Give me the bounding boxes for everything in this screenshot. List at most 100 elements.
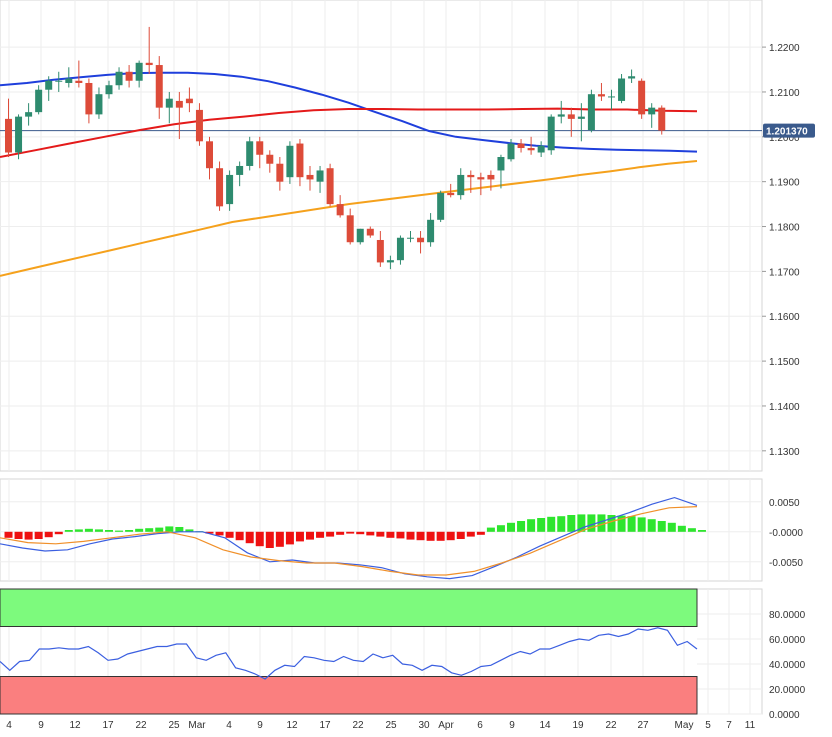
macd-histogram-bar: [637, 517, 646, 532]
candle-body: [85, 82, 93, 115]
macd-histogram-bar: [507, 522, 515, 532]
x-tick-label: 17: [102, 720, 114, 731]
macd-histogram-bar: [175, 527, 184, 532]
macd-histogram-bar: [677, 525, 686, 532]
macd-histogram-bar: [607, 515, 616, 532]
candle: [165, 91, 173, 124]
candle-body: [517, 143, 525, 149]
candle-body: [165, 98, 173, 108]
candle: [155, 56, 163, 119]
macd-histogram-bar: [135, 528, 144, 532]
candle: [537, 141, 545, 157]
macd-histogram-bar: [225, 531, 234, 538]
x-tick-label: 5: [705, 720, 711, 731]
macd-histogram-bar: [617, 515, 626, 532]
y-tick-label: 1.1300: [769, 447, 800, 458]
candle-body: [316, 170, 324, 182]
x-tick-label: 22: [605, 720, 617, 731]
y-tick-label: 0.0050: [769, 498, 800, 509]
macd-histogram-bar: [446, 531, 455, 541]
x-tick-label: 14: [539, 720, 551, 731]
candle-body: [155, 65, 163, 108]
candle-body: [75, 80, 83, 83]
candle-body: [507, 143, 515, 160]
y-tick-label: 1.1900: [769, 178, 800, 189]
candle: [195, 103, 203, 146]
candle: [246, 136, 254, 171]
macd-histogram-bar: [74, 529, 83, 532]
candle-body: [195, 109, 203, 142]
candle: [477, 172, 485, 196]
candle-body: [618, 78, 626, 101]
y-tick-label: 1.1600: [769, 312, 800, 323]
candle-body: [105, 85, 113, 95]
candle: [427, 213, 435, 247]
candle: [306, 165, 314, 191]
macd-histogram-bar: [537, 518, 546, 532]
x-tick-label: 9: [509, 720, 515, 731]
candle: [15, 114, 23, 160]
macd-histogram-bar: [346, 531, 355, 534]
candle: [547, 114, 555, 155]
candle-body: [417, 237, 425, 243]
candle-body: [527, 148, 535, 151]
candle: [407, 231, 414, 243]
candle: [366, 226, 374, 238]
candle-body: [5, 118, 12, 153]
candle-body: [336, 204, 344, 216]
candle-body: [628, 76, 636, 79]
x-tick-label: 11: [745, 720, 756, 731]
candle: [75, 60, 83, 88]
y-tick-label: -0.0050: [769, 558, 803, 569]
candle-body: [356, 228, 364, 243]
candle-body: [115, 71, 123, 86]
candle: [175, 91, 183, 140]
candle: [316, 165, 324, 193]
candle: [417, 231, 425, 254]
candle: [35, 85, 43, 115]
macd-histogram-bar: [687, 528, 696, 532]
rsi-indicator: [0, 588, 698, 715]
candlesticks: [5, 26, 666, 270]
candle-body: [266, 154, 274, 164]
last-price-tag-bg: [763, 123, 815, 138]
macd-histogram-bar: [185, 529, 194, 532]
candle-body: [25, 112, 33, 117]
axes: 4 9 12 17 22 25 Mar 4 9 12 17 22 25 30 Apr 6 9 14 19 22 27 Ma…: [6, 43, 805, 731]
macd-histogram-bar: [155, 527, 164, 532]
candle: [608, 89, 615, 110]
candle-body: [216, 168, 224, 207]
candle: [346, 208, 354, 245]
macd-histogram-bar: [587, 514, 596, 532]
candle: [266, 150, 274, 173]
rsi-oversold-zone: [0, 676, 698, 715]
macd-histogram-bar: [557, 516, 566, 532]
macd-histogram-bar: [386, 531, 395, 538]
candle-body: [376, 239, 384, 263]
macd-histogram-bar: [527, 519, 536, 532]
last-price-tag: 1.201370: [763, 123, 815, 138]
candle-body: [658, 107, 666, 131]
macd-histogram-bar: [44, 531, 53, 538]
candle: [628, 69, 636, 83]
candle-body: [427, 219, 435, 243]
macd-line: [0, 496, 698, 580]
candle: [236, 161, 244, 187]
macd-histogram-bar: [24, 531, 33, 540]
rsi-line: [0, 627, 698, 680]
macd-histogram-bar: [145, 528, 154, 532]
candle: [145, 26, 153, 75]
candle-body: [608, 96, 615, 98]
macd-histogram-bar: [667, 522, 676, 532]
macd-histogram-bar: [326, 531, 335, 537]
sma-slow-line: [0, 160, 698, 277]
candle-body: [95, 94, 103, 115]
candle-body: [65, 78, 73, 83]
candle-body: [557, 114, 565, 117]
y-tick-label: 1.2200: [769, 43, 800, 54]
x-tick-label: 4: [6, 720, 12, 731]
candle: [577, 103, 585, 142]
candle: [85, 78, 93, 124]
y-tick-label: 40.0000: [769, 660, 806, 671]
